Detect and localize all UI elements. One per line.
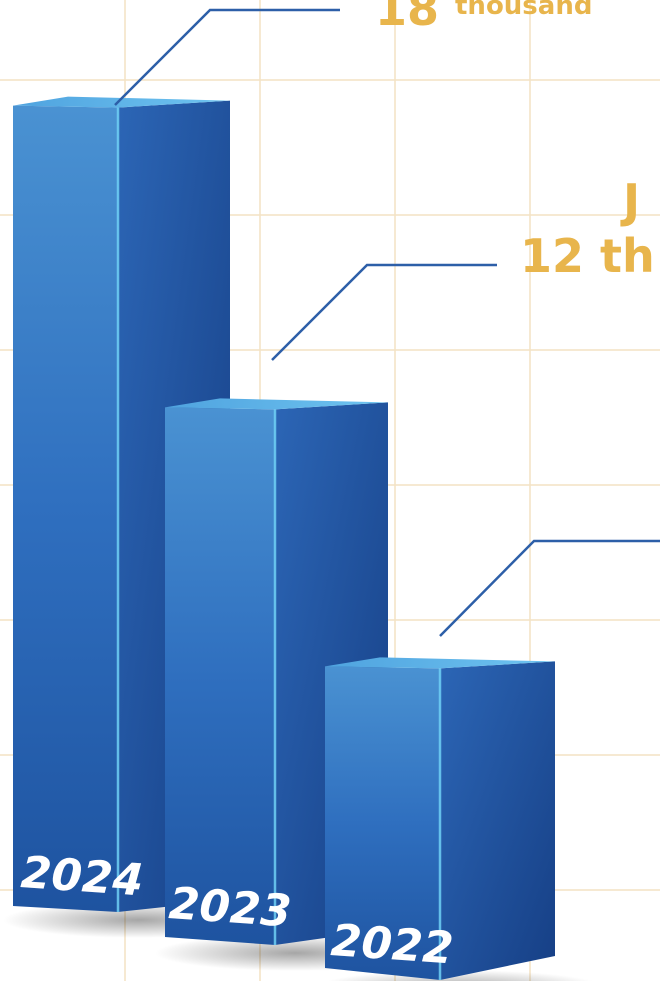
callout-2022 bbox=[439, 539, 660, 637]
callout-value: 18 bbox=[375, 0, 439, 36]
bar-top-face bbox=[13, 96, 230, 108]
callout-unit: thousand bbox=[455, 0, 592, 21]
year-label-2022: 2022 bbox=[329, 915, 455, 974]
callout-partial-text: J bbox=[620, 174, 640, 228]
callouts: 18 thousand 12 thJ bbox=[114, 0, 660, 637]
leader-line bbox=[271, 263, 497, 361]
bar-top-face bbox=[165, 398, 388, 410]
bar-2022: 2022 bbox=[325, 657, 594, 981]
callout-value: 12 bbox=[520, 229, 584, 283]
bars: 2024 2023 2022 bbox=[3, 96, 594, 981]
bar-front-face bbox=[13, 105, 118, 913]
callout-unit: th bbox=[600, 229, 655, 283]
leader-line bbox=[114, 8, 340, 106]
year-label-2023: 2023 bbox=[167, 878, 293, 937]
callout-2023: 12 thJ bbox=[271, 174, 655, 361]
callout-2024: 18 thousand bbox=[114, 0, 592, 106]
bar-front-face bbox=[165, 407, 275, 945]
leader-line bbox=[439, 539, 660, 637]
bar-front-face bbox=[325, 666, 440, 980]
year-label-2024: 2024 bbox=[19, 847, 145, 906]
bar-side-face bbox=[440, 661, 555, 980]
bar-top-face bbox=[325, 657, 555, 669]
